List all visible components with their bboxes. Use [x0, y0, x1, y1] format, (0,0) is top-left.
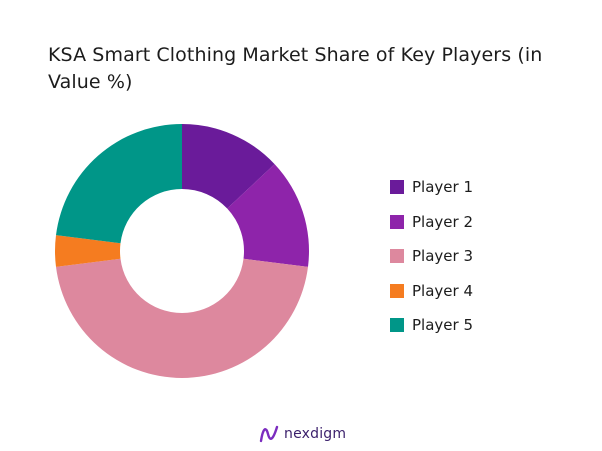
- legend-item-1: Player 1: [390, 170, 473, 205]
- legend-label: Player 2: [412, 212, 473, 231]
- legend-swatch: [390, 283, 404, 298]
- donut-slice-5: [56, 124, 182, 244]
- legend-item-2: Player 2: [390, 205, 473, 240]
- legend-swatch: [390, 214, 404, 229]
- legend-item-4: Player 4: [390, 274, 473, 309]
- legend-item-3: Player 3: [390, 239, 473, 274]
- logo-text: nexdigm: [284, 426, 347, 442]
- legend-label: Player 1: [412, 178, 473, 197]
- nexdigm-logo-icon: [259, 425, 279, 443]
- donut-slice-4: [55, 235, 121, 267]
- legend-swatch: [390, 180, 404, 195]
- legend-label: Player 3: [412, 247, 473, 266]
- donut-slice-2: [227, 164, 309, 267]
- legend-label: Player 5: [412, 316, 473, 335]
- legend-swatch: [390, 318, 404, 333]
- legend-swatch: [390, 249, 404, 264]
- chart-legend: Player 1 Player 2 Player 3 Player 4 Player 5: [390, 170, 473, 343]
- chart-title: KSA Smart Clothing Market Share of Key P…: [48, 44, 543, 93]
- brand-logo: nexdigm: [258, 424, 346, 444]
- donut-slice-1: [182, 124, 275, 209]
- legend-label: Player 4: [412, 281, 473, 300]
- legend-item-5: Player 5: [390, 308, 473, 343]
- donut-slice-3: [56, 258, 308, 378]
